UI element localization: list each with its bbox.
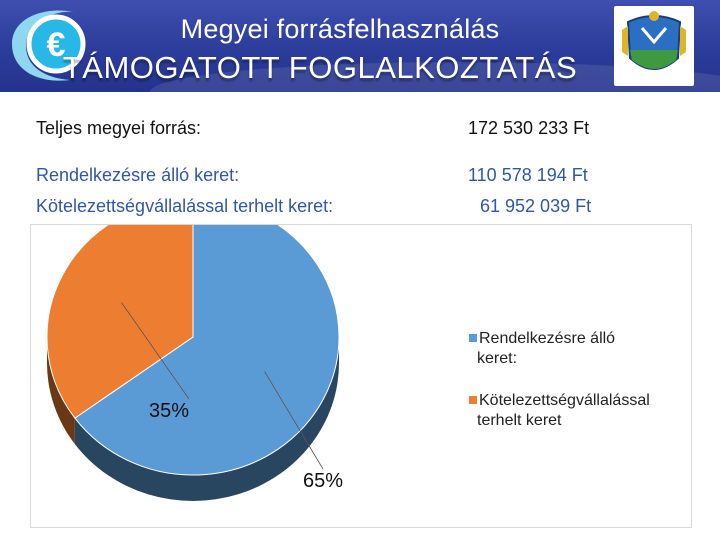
legend-item-available: Rendelkezésre álló keret: xyxy=(469,329,615,369)
legend-swatch-committed xyxy=(469,396,477,404)
pie-label-0: 65% xyxy=(303,470,343,492)
pie-leader-line-1 xyxy=(121,302,190,400)
total-value: 172 530 233 Ft xyxy=(468,118,590,138)
legend-text-committed-2: terhelt keret xyxy=(477,412,562,429)
pie-chart: 65% 35% xyxy=(46,198,343,501)
committed-label: Kötelezettségvállalással terhelt keret: xyxy=(36,196,334,216)
coat-of-arms xyxy=(614,6,694,86)
pie-label-1: 35% xyxy=(149,400,189,422)
svg-text:€: € xyxy=(47,26,66,64)
available-value: 110 578 194 Ft xyxy=(468,165,588,185)
title-line-1: Megyei forrásfelhasználás xyxy=(180,14,500,44)
committed-value: 61 952 039 Ft xyxy=(480,196,592,216)
title-line-2: TÁMOGATOTT FOGLALKOZTATÁS xyxy=(62,50,578,85)
total-label: Teljes megyei forrás: xyxy=(36,118,202,138)
slide-header: € Megyei forrásfelhasználás TÁMOGATOTT F… xyxy=(0,0,720,92)
pie-chart-area: 65% 35% Rendelkezésre álló keret: Kötelez… xyxy=(30,198,692,528)
pie-leader-line-0 xyxy=(264,371,324,470)
legend-text-available-2: keret: xyxy=(477,350,518,367)
legend-text-available-1: Rendelkezésre álló xyxy=(479,330,616,347)
pie-wall-0 xyxy=(74,337,339,501)
legend-text-committed-1: Kötelezettségvállalással xyxy=(479,392,650,409)
legend-swatch-available xyxy=(469,334,477,342)
legend-item-committed: Kötelezettségvállalással terhelt keret xyxy=(469,391,650,431)
available-label: Rendelkezésre álló keret: xyxy=(36,165,240,185)
pie-wall-1 xyxy=(47,337,75,445)
euro-logo-icon: € xyxy=(12,10,86,81)
coat-of-arms-icon xyxy=(622,11,686,70)
